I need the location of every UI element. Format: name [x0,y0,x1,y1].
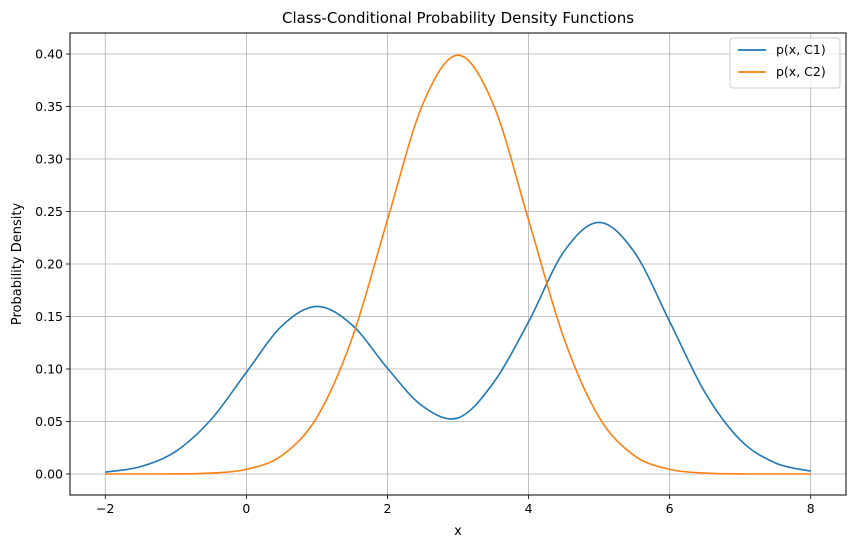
x-tick-label: 2 [383,501,391,516]
y-tick-label: 0.20 [35,257,63,272]
y-tick-label: 0.25 [35,204,63,219]
series-line-1 [105,221,811,473]
x-tick-label: 8 [807,501,815,516]
y-tick-label: 0.30 [35,152,63,167]
y-tick-label: 0.00 [35,467,63,482]
x-tick-label: −2 [96,501,114,516]
y-tick-label: 0.05 [35,414,63,429]
x-tick-label: 6 [666,501,674,516]
y-tick-label: 0.15 [35,309,63,324]
y-tick-label: 0.10 [35,362,63,377]
x-tick-label: 4 [525,501,533,516]
y-axis: 0.00 0.05 0.10 0.15 0.20 0.25 0.30 0.35 0.40 [35,47,70,482]
y-tick-label: 0.35 [35,99,63,114]
y-axis-label: Probability Density [10,203,25,326]
x-axis: −2 0 2 4 6 8 [96,495,815,516]
legend: p(x, C1) p(x, C2) [729,37,841,89]
series-lines [105,54,811,475]
chart-title: Class-Conditional Probability Density Fu… [282,9,634,27]
legend-label-c2: p(x, C2) [776,64,826,79]
x-axis-label: x [454,524,462,539]
series-line-2 [105,54,811,475]
x-tick-label: 0 [242,501,250,516]
y-tick-label: 0.40 [35,47,63,62]
legend-label-c1: p(x, C1) [776,42,826,57]
